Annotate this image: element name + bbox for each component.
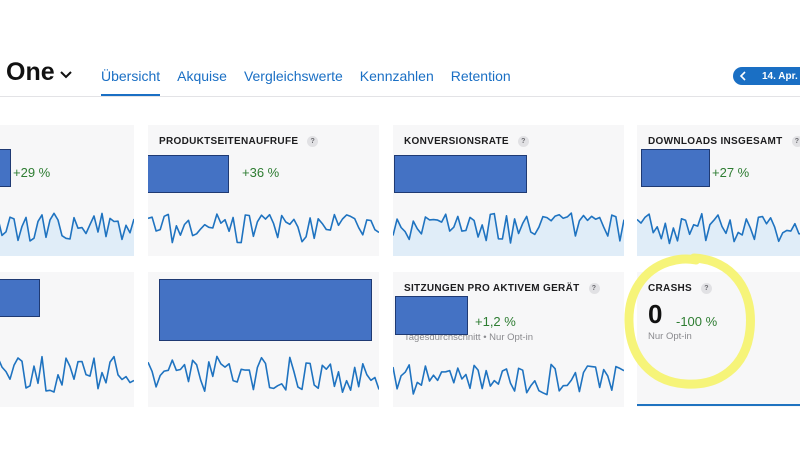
card-title-row: KONVERSIONSRATE ? (404, 136, 529, 147)
nav-divider (0, 96, 800, 97)
sparkline (0, 212, 134, 256)
redacted-value (148, 155, 229, 193)
metric-card-downloads[interactable]: DOWNLOADS INSGESAMT ? +27 % (637, 125, 800, 256)
change-value: +29 % (13, 165, 51, 180)
tab-akquise[interactable]: Akquise (177, 68, 227, 84)
tab-vergleichswerte[interactable]: Vergleichswerte (243, 68, 343, 84)
card-title-row: SITZUNGEN PRO AKTIVEM GERÄT ? (404, 283, 600, 294)
change-value: +36 % (242, 165, 280, 180)
metric-card-produktseitenaufrufe[interactable]: PRODUKTSEITENAUFRUFE ? +36 % (148, 125, 379, 256)
help-icon[interactable]: ? (307, 136, 319, 147)
chevron-left-icon[interactable] (733, 71, 753, 81)
sparkline (637, 404, 800, 406)
sparkline (0, 355, 134, 393)
help-icon[interactable]: ? (588, 283, 600, 294)
metric-card-bottom-second[interactable] (148, 272, 379, 407)
metric-value: 0 (648, 299, 663, 329)
change-value: +1,2 % (475, 314, 516, 329)
help-icon[interactable]: ? (791, 136, 800, 147)
date-range-label: 14. Apr. - (762, 70, 800, 82)
tab-kennzahlen[interactable]: Kennzahlen (359, 68, 434, 84)
redacted-value (395, 296, 468, 335)
chevron-down-icon[interactable] (59, 70, 73, 80)
app-title-text: One (6, 58, 55, 86)
card-title: KONVERSIONSRATE (404, 136, 509, 147)
redacted-value (641, 149, 710, 187)
sparkline (637, 212, 800, 256)
card-title: PRODUKTSEITENAUFRUFE (159, 136, 299, 147)
tab-retention[interactable]: Retention (450, 68, 511, 84)
metric-card-bottom-left[interactable] (0, 272, 134, 407)
redacted-value (394, 155, 527, 193)
card-subtitle: Nur Opt-in (648, 331, 692, 342)
tab-bar: Übersicht Akquise Vergleichswerte Kennza… (101, 68, 511, 96)
card-title-row: DOWNLOADS INSGESAMT ? (648, 136, 800, 147)
app-title[interactable]: One (6, 58, 73, 87)
metric-card-sitzungen[interactable]: SITZUNGEN PRO AKTIVEM GERÄT ? +1,2 % Tag… (393, 272, 624, 407)
card-subtitle: Tagesdurchschnitt • Nur Opt-in (404, 332, 533, 343)
redacted-value (0, 149, 11, 187)
card-title-row: CRASHS ? (648, 283, 713, 294)
sparkline (148, 355, 379, 393)
metric-card-crashs[interactable]: CRASHS ? 0 -100 % Nur Opt-in (637, 272, 800, 407)
date-range-picker[interactable]: 14. Apr. - (733, 67, 800, 85)
change-value: +27 % (712, 165, 750, 180)
sparkline (393, 212, 624, 256)
help-icon[interactable]: ? (517, 136, 529, 147)
card-title: DOWNLOADS INSGESAMT (648, 136, 783, 147)
tab-uebersicht[interactable]: Übersicht (101, 68, 161, 96)
change-value: -100 % (676, 314, 718, 329)
help-icon[interactable]: ? (701, 283, 713, 294)
card-title-row: PRODUKTSEITENAUFRUFE ? (159, 136, 319, 147)
metric-card-konversionsrate[interactable]: KONVERSIONSRATE ? (393, 125, 624, 256)
sparkline (148, 213, 379, 244)
redacted-value (0, 279, 40, 317)
redacted-value (159, 279, 372, 341)
card-title: CRASHS (648, 283, 693, 294)
sparkline (393, 363, 624, 396)
card-title: SITZUNGEN PRO AKTIVEM GERÄT (404, 283, 580, 294)
metric-card-top-left[interactable]: +29 % (0, 125, 134, 256)
